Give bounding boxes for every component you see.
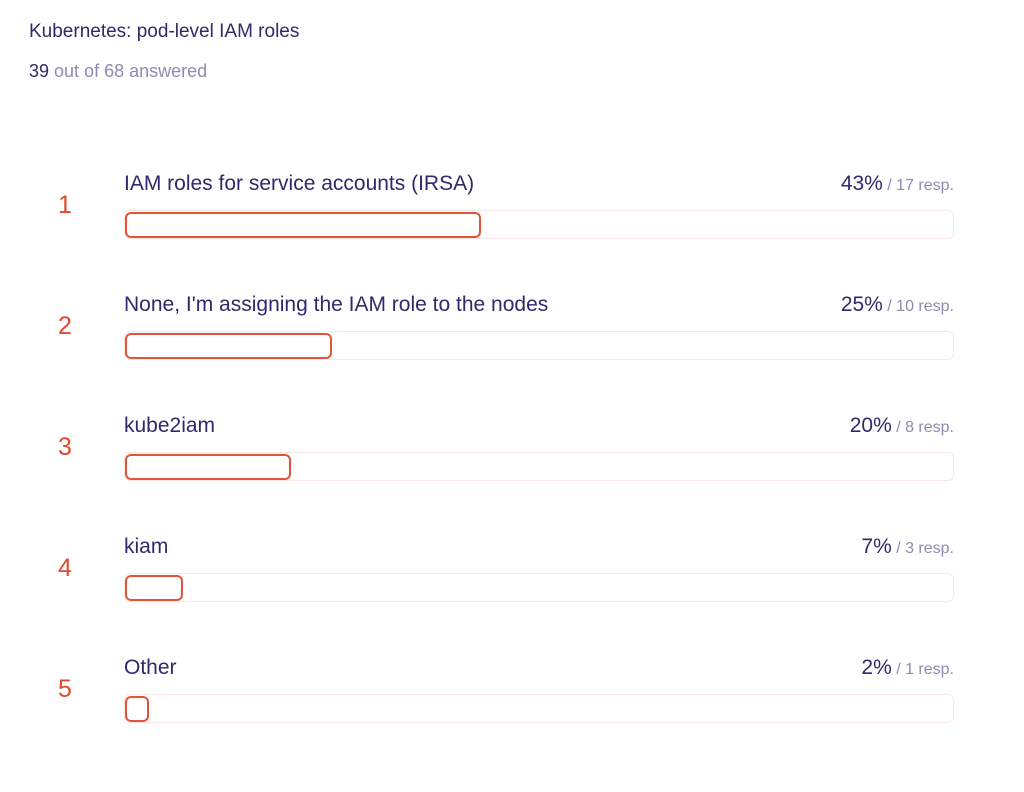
poll-option: 1 IAM roles for service accounts (IRSA) … [0, 168, 1024, 289]
option-responses: / 1 resp. [891, 661, 954, 678]
poll-options-list: 1 IAM roles for service accounts (IRSA) … [0, 168, 1024, 773]
option-rank: 5 [58, 675, 72, 703]
option-bar-track [124, 694, 954, 723]
poll-option: 4 kiam 7% / 3 resp. [0, 531, 1024, 652]
option-bar-fill [125, 212, 481, 238]
poll-title: Kubernetes: pod-level IAM roles [29, 21, 300, 42]
option-bar-fill [125, 333, 332, 359]
option-responses: / 17 resp. [882, 177, 954, 194]
option-percent: 43% [840, 172, 883, 195]
option-rank: 1 [58, 191, 72, 219]
option-responses: / 8 resp. [891, 419, 954, 436]
option-stats: 43% / 17 resp. [841, 170, 954, 200]
poll-option: 3 kube2iam 20% / 8 resp. [0, 410, 1024, 531]
option-label: None, I'm assigning the IAM role to the … [124, 293, 549, 316]
option-rank: 3 [58, 433, 72, 461]
option-label: kube2iam [124, 414, 216, 437]
option-bar-fill [125, 696, 149, 722]
option-bar-fill [125, 454, 291, 480]
option-stats: 7% / 3 resp. [861, 533, 954, 563]
answered-number: 39 [29, 61, 50, 81]
option-bar-track [124, 573, 954, 602]
option-bar-fill [125, 575, 183, 601]
option-bar-track [124, 331, 954, 360]
option-label: kiam [124, 535, 169, 558]
poll-option: 5 Other 2% / 1 resp. [0, 652, 1024, 773]
option-stats: 20% / 8 resp. [850, 412, 954, 442]
option-bar-track [124, 452, 954, 481]
option-label: IAM roles for service accounts (IRSA) [124, 172, 475, 195]
option-stats: 25% / 10 resp. [841, 291, 954, 321]
option-rank: 4 [58, 554, 72, 582]
option-percent: 25% [840, 293, 883, 316]
poll-option: 2 None, I'm assigning the IAM role to th… [0, 289, 1024, 410]
option-label: Other [124, 656, 177, 679]
poll-header: Kubernetes: pod-level IAM roles 39 out o… [29, 20, 299, 82]
option-responses: / 10 resp. [882, 298, 954, 315]
option-stats: 2% / 1 resp. [861, 654, 954, 684]
answered-count: 39 out of 68 answered [29, 60, 299, 82]
option-bar-track [124, 210, 954, 239]
answered-suffix: out of 68 answered [49, 61, 208, 81]
option-percent: 20% [849, 414, 892, 437]
option-percent: 7% [861, 535, 892, 558]
option-responses: / 3 resp. [891, 540, 954, 557]
option-percent: 2% [861, 656, 892, 679]
option-rank: 2 [58, 312, 72, 340]
